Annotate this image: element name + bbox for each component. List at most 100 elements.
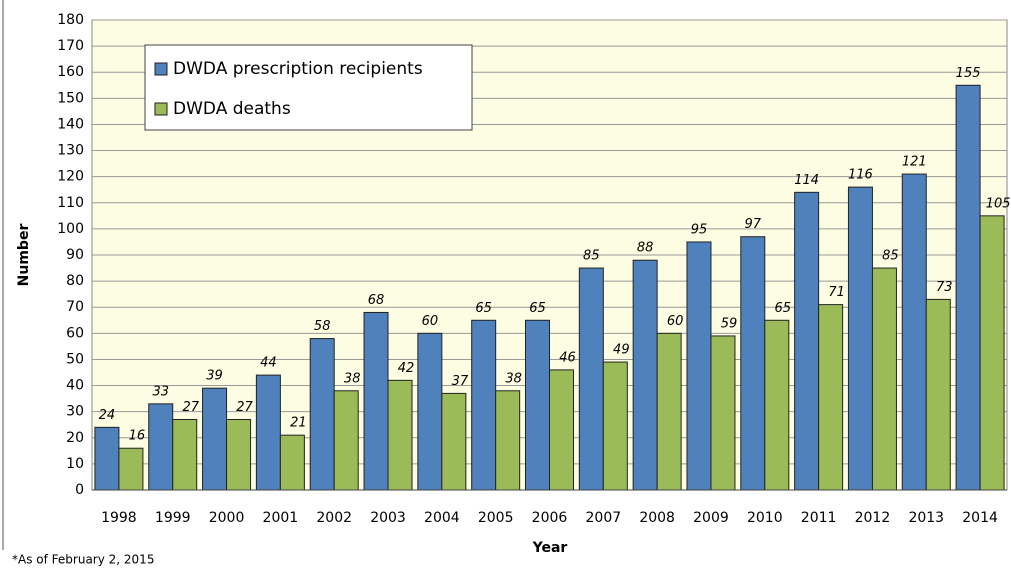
bar: [226, 419, 252, 491]
data-label: 116: [848, 168, 873, 183]
bar: [333, 390, 359, 491]
x-tick-label: 2014: [962, 510, 998, 526]
data-label: 16: [129, 429, 146, 444]
data-label: 38: [505, 371, 522, 386]
bar: [955, 84, 981, 491]
data-label: 65: [529, 301, 546, 316]
bar: [417, 332, 443, 491]
data-label: 65: [775, 301, 792, 316]
bar: [578, 267, 604, 491]
data-label: 44: [260, 356, 277, 371]
bar: [847, 186, 873, 491]
y-tick-label: 10: [66, 456, 84, 472]
x-tick-label: 2010: [747, 510, 783, 526]
x-tick-label: 2009: [693, 510, 729, 526]
bar: [387, 379, 413, 491]
x-tick-label: 2003: [370, 510, 406, 526]
data-label: 46: [559, 350, 576, 365]
legend-box: [144, 44, 473, 131]
x-tick-label: 2002: [316, 510, 352, 526]
data-label: 42: [398, 361, 415, 376]
x-tick-label: 2013: [908, 510, 944, 526]
bar: [740, 236, 766, 491]
bar: [202, 387, 228, 491]
data-label: 65: [475, 301, 492, 316]
data-label: 27: [236, 400, 253, 415]
data-label: 39: [206, 369, 223, 384]
data-label: 85: [583, 249, 600, 264]
bar: [871, 267, 897, 491]
data-label: 59: [721, 316, 738, 331]
y-tick-label: 120: [57, 169, 84, 185]
data-label: 38: [344, 371, 361, 386]
x-tick-label: 2006: [532, 510, 568, 526]
y-tick-label: 40: [66, 378, 84, 394]
bar: [656, 332, 682, 491]
data-label: 68: [368, 293, 385, 308]
bar: [549, 369, 574, 491]
data-label: 71: [828, 285, 845, 300]
data-label: 95: [691, 222, 708, 237]
x-tick-label: 2007: [586, 510, 622, 526]
x-tick-label: 2004: [424, 510, 460, 526]
bar: [94, 426, 120, 491]
bar: [309, 338, 335, 491]
x-tick-label: 1999: [155, 510, 191, 526]
legend-label: DWDA deaths: [173, 99, 291, 119]
y-tick-label: 140: [57, 116, 84, 132]
data-label: 105: [986, 196, 1011, 211]
bar: [632, 259, 658, 491]
data-label: 88: [637, 241, 654, 256]
bar: [602, 361, 628, 491]
x-tick-label: 2008: [639, 510, 675, 526]
data-label: 73: [936, 280, 953, 295]
x-tick-label: 2005: [478, 510, 514, 526]
y-tick-label: 130: [57, 143, 84, 159]
bar: [495, 390, 521, 491]
data-label: 121: [902, 155, 927, 170]
y-tick-label: 70: [66, 299, 84, 315]
data-label: 21: [290, 416, 307, 431]
bar: [794, 191, 820, 491]
bar: [471, 319, 497, 491]
bar: [979, 215, 1005, 491]
bar: [441, 392, 467, 491]
y-tick-label: 80: [66, 273, 84, 289]
data-label: 49: [613, 343, 630, 358]
bar: [925, 298, 951, 491]
y-tick-label: 0: [75, 482, 84, 498]
bar: [901, 173, 927, 491]
y-tick-label: 50: [66, 351, 84, 367]
data-label: 85: [882, 249, 899, 264]
bar: [818, 304, 844, 491]
bar: [118, 447, 144, 491]
bar: [148, 403, 174, 491]
bar: [764, 319, 790, 491]
x-tick-label: 1998: [101, 510, 137, 526]
y-tick-label: 100: [57, 221, 84, 237]
bar: [255, 374, 281, 491]
x-axis-label: Year: [532, 540, 568, 556]
legend-swatch: [154, 102, 168, 116]
data-label: 114: [794, 173, 819, 188]
legend-swatch: [154, 62, 168, 76]
y-tick-label: 60: [66, 325, 84, 341]
data-label: 37: [452, 374, 469, 389]
bar: [525, 319, 550, 491]
x-tick-label: 2011: [801, 510, 837, 526]
bar: [363, 311, 389, 491]
x-tick-label: 2001: [263, 510, 299, 526]
bar: [710, 335, 736, 491]
data-label: 60: [422, 314, 439, 329]
y-tick-label: 20: [66, 430, 84, 446]
footnote: *As of February 2, 2015: [12, 553, 154, 567]
y-tick-label: 30: [66, 404, 84, 420]
y-tick-label: 150: [57, 90, 84, 106]
y-tick-label: 90: [66, 247, 84, 263]
y-tick-label: 160: [57, 64, 84, 80]
data-label: 97: [745, 217, 762, 232]
y-axis-label: Number: [16, 224, 32, 287]
data-label: 155: [956, 66, 981, 81]
